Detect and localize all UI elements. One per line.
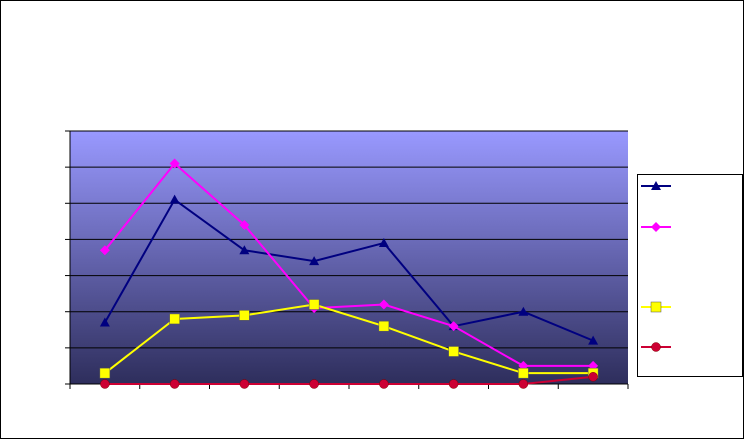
legend-marker xyxy=(651,222,661,232)
legend-marker xyxy=(651,342,661,352)
marker xyxy=(448,346,459,357)
marker xyxy=(99,317,110,327)
marker xyxy=(99,367,111,379)
plot-area xyxy=(70,131,628,384)
marker xyxy=(169,313,180,325)
marker xyxy=(308,299,320,310)
marker xyxy=(239,219,250,230)
marker xyxy=(518,367,529,379)
marker xyxy=(169,158,180,169)
marker xyxy=(309,379,319,389)
marker xyxy=(169,379,180,389)
marker xyxy=(588,335,599,345)
series-line xyxy=(104,303,594,375)
marker xyxy=(239,245,250,255)
series-line xyxy=(104,198,594,342)
marker xyxy=(309,256,320,266)
marker xyxy=(239,310,250,321)
legend-marker xyxy=(650,301,662,313)
marker xyxy=(378,238,389,248)
marker xyxy=(100,379,110,389)
marker xyxy=(239,379,250,389)
marker xyxy=(448,379,459,389)
marker xyxy=(99,245,110,256)
series-line xyxy=(104,375,594,385)
marker xyxy=(588,372,598,382)
marker xyxy=(518,306,529,316)
marker xyxy=(378,299,389,310)
marker xyxy=(169,194,180,204)
series-line xyxy=(104,162,594,367)
marker xyxy=(448,321,459,332)
marker xyxy=(518,379,529,389)
marker xyxy=(379,379,389,389)
legend-marker xyxy=(651,181,661,190)
marker xyxy=(378,320,390,332)
